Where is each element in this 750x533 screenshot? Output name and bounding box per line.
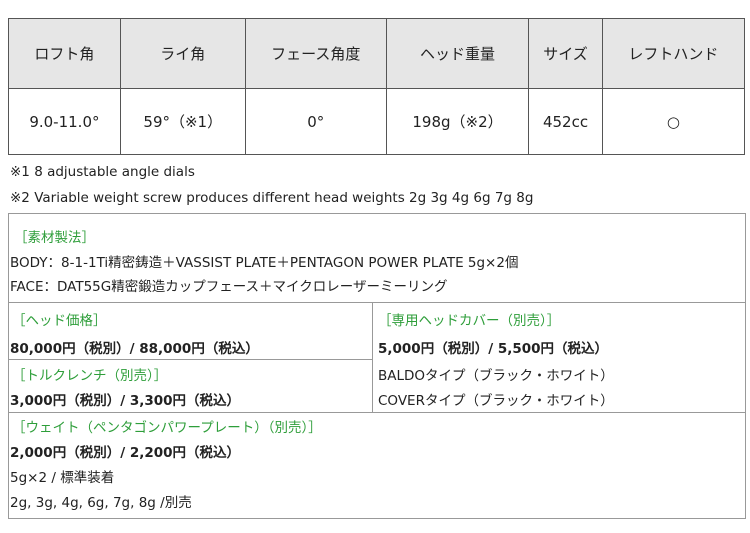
price: 2,000円（税別）/ 2,200円（税込） <box>10 445 241 461</box>
section-title: ［ウェイト（ペンタゴンパワープレート）（別売）］ <box>12 420 322 436</box>
text: BODY：8-1-1Ti精密鋳造＋VASSIST PLATE＋PENTAGON … <box>10 255 519 271</box>
price: 3,000円（税別）/ 3,300円（税込） <box>10 393 241 409</box>
header-cell: フェース角度 <box>244 18 387 89</box>
section-title: ［専用ヘッドカバー（別売）］ <box>378 313 561 329</box>
header-cell: ライ角 <box>119 18 246 89</box>
cell: ○ <box>601 88 746 155</box>
price: 5,000円（税別）/ 5,500円（税込） <box>378 341 609 357</box>
note: ※1 8 adjustable angle dials <box>10 164 195 180</box>
cell: 198g（※2） <box>385 88 530 155</box>
header-cell: ヘッド重量 <box>385 18 530 89</box>
section-title: ［素材製法］ <box>14 230 95 246</box>
divider <box>372 302 373 412</box>
divider <box>8 412 745 413</box>
text: 5g×2 / 標準装着 <box>10 470 115 486</box>
spec-table: ロフト角 ライ角 フェース角度 ヘッド重量 サイズ レフトハンド 9.0-11.… <box>8 18 746 155</box>
header-cell: ロフト角 <box>8 18 121 89</box>
text: COVERタイプ（ブラック・ホワイト） <box>378 393 614 409</box>
note: ※2 Variable weight screw produces differ… <box>10 190 534 206</box>
section-title: ［トルクレンチ（別売）］ <box>12 368 168 384</box>
price: 80,000円（税別）/ 88,000円（税込） <box>10 341 259 357</box>
cell: 452cc <box>528 88 603 155</box>
section-title: ［ヘッド価格］ <box>12 313 107 329</box>
cell: 0° <box>244 88 387 155</box>
divider <box>8 302 745 303</box>
divider <box>8 359 372 360</box>
text: 2g, 3g, 4g, 6g, 7g, 8g /別売 <box>10 495 192 511</box>
text: FACE：DAT55G精密鍛造カップフェース＋マイクロレーザーミーリング <box>10 279 448 295</box>
details-box <box>8 213 746 519</box>
cell: 9.0-11.0° <box>8 88 121 155</box>
text: BALDOタイプ（ブラック・ホワイト） <box>378 368 614 384</box>
header-cell: サイズ <box>528 18 603 89</box>
header-cell: レフトハンド <box>601 18 746 89</box>
cell: 59°（※1） <box>119 88 246 155</box>
